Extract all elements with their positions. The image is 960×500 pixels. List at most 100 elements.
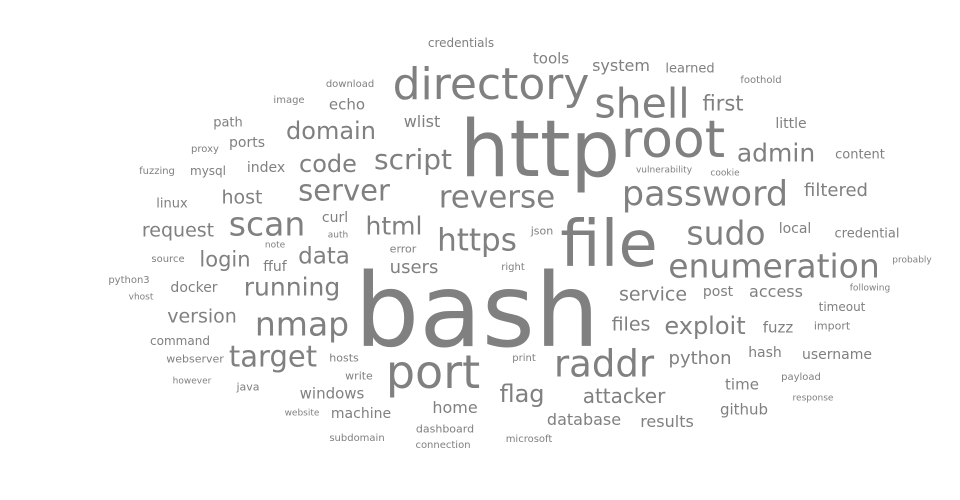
word-note: note bbox=[264, 240, 286, 251]
word-file: file bbox=[560, 208, 658, 282]
word-probably: probably bbox=[892, 255, 932, 266]
word-service: service bbox=[618, 283, 688, 306]
word-command: command bbox=[150, 334, 210, 348]
word-reverse: reverse bbox=[438, 179, 556, 216]
word-password: password bbox=[621, 174, 789, 215]
word-dashboard: dashboard bbox=[415, 422, 475, 436]
word-time: time bbox=[725, 375, 759, 394]
word-post: post bbox=[702, 284, 734, 300]
word-raddr: raddr bbox=[553, 342, 655, 386]
word-java: java bbox=[236, 380, 260, 394]
word-docker: docker bbox=[170, 280, 218, 296]
word-admin: admin bbox=[736, 138, 816, 168]
word-home: home bbox=[432, 398, 478, 417]
word-echo: echo bbox=[328, 95, 366, 114]
word-files: files bbox=[611, 313, 651, 336]
word-port: port bbox=[385, 345, 481, 399]
word-cookie: cookie bbox=[710, 168, 740, 179]
word-bash: bash bbox=[354, 252, 600, 371]
word-flag: flag bbox=[499, 380, 545, 408]
word-script: script bbox=[373, 143, 453, 176]
word-source: source bbox=[151, 254, 185, 265]
word-following: following bbox=[849, 283, 891, 294]
word-proxy: proxy bbox=[191, 144, 219, 155]
word-microsoft: microsoft bbox=[505, 434, 553, 445]
word-connection: connection bbox=[415, 440, 471, 451]
word-vhost: vhost bbox=[128, 292, 154, 303]
word-users: users bbox=[389, 257, 439, 278]
word-exploit: exploit bbox=[664, 312, 746, 340]
word-sudo: sudo bbox=[686, 213, 766, 253]
word-system: system bbox=[592, 56, 650, 75]
word-python: python bbox=[668, 348, 732, 369]
word-learned: learned bbox=[665, 61, 715, 77]
word-ports: ports bbox=[229, 135, 265, 151]
word-import: import bbox=[813, 319, 851, 333]
word-website: website bbox=[284, 408, 320, 419]
word-index: index bbox=[246, 160, 286, 176]
word-auth: auth bbox=[327, 230, 349, 241]
word-subdomain: subdomain bbox=[329, 433, 385, 444]
word-timeout: timeout bbox=[818, 300, 866, 314]
word-github: github bbox=[719, 400, 769, 419]
word-first: first bbox=[702, 91, 744, 116]
word-error: error bbox=[389, 242, 417, 256]
word-vulnerability: vulnerability bbox=[635, 165, 693, 176]
word-curl: curl bbox=[321, 210, 349, 226]
word-results: results bbox=[640, 412, 694, 431]
word-request: request bbox=[141, 219, 215, 242]
word-json: json bbox=[530, 224, 554, 238]
word-server: server bbox=[298, 173, 390, 208]
word-filtered: filtered bbox=[804, 180, 868, 201]
word-root: root bbox=[620, 110, 726, 170]
word-windows: windows bbox=[299, 384, 365, 403]
word-however: however bbox=[172, 376, 212, 387]
word-print: print bbox=[512, 353, 536, 364]
word-linux: linux bbox=[156, 196, 188, 212]
word-scan: scan bbox=[228, 204, 306, 244]
word-data: data bbox=[298, 243, 350, 270]
word-machine: machine bbox=[330, 406, 392, 422]
word-response: response bbox=[792, 393, 834, 404]
word-path: path bbox=[213, 115, 243, 131]
word-version: version bbox=[167, 305, 237, 328]
word-nmap: nmap bbox=[254, 304, 350, 344]
word-image: image bbox=[273, 95, 305, 106]
word-target: target bbox=[228, 339, 318, 374]
word-enumeration: enumeration bbox=[668, 246, 880, 286]
word-shell: shell bbox=[594, 79, 690, 128]
word-fuzz: fuzz bbox=[762, 318, 794, 337]
word-credentials: credentials bbox=[427, 36, 495, 50]
word-html: html bbox=[365, 211, 423, 241]
word-wlist: wlist bbox=[403, 112, 441, 131]
word-database: database bbox=[546, 410, 622, 429]
word-access: access bbox=[749, 282, 803, 301]
word-hosts: hosts bbox=[329, 351, 359, 365]
word-little: little bbox=[775, 116, 807, 132]
word-fuzzing: fuzzing bbox=[139, 166, 175, 177]
word-python3: python3 bbox=[108, 275, 150, 286]
word-https: https bbox=[437, 222, 517, 259]
word-username: username bbox=[802, 347, 872, 363]
word-login: login bbox=[199, 247, 251, 272]
word-foothold: foothold bbox=[740, 75, 782, 86]
word-credential: credential bbox=[834, 226, 900, 242]
word-download: download bbox=[325, 79, 375, 90]
word-tools: tools bbox=[532, 49, 570, 68]
word-attacker: attacker bbox=[582, 384, 666, 408]
word-webserver: webserver bbox=[166, 352, 224, 366]
word-right: right bbox=[501, 262, 525, 273]
word-running: running bbox=[243, 272, 341, 302]
word-payload: payload bbox=[781, 372, 821, 383]
word-code: code bbox=[299, 150, 357, 178]
word-domain: domain bbox=[286, 117, 376, 145]
word-directory: directory bbox=[392, 59, 590, 110]
word-hash: hash bbox=[748, 345, 782, 361]
word-content: content bbox=[835, 147, 885, 163]
word-mysql: mysql bbox=[190, 164, 226, 178]
word-http: http bbox=[459, 105, 621, 195]
word-local: local bbox=[778, 221, 812, 237]
word-host: host bbox=[221, 186, 263, 209]
word-ffuf: ffuf bbox=[263, 259, 287, 275]
